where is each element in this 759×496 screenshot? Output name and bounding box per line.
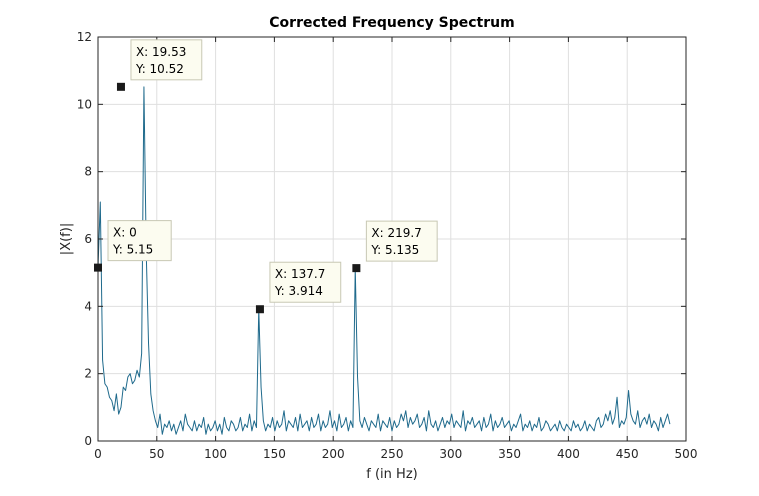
x-tick-label: 400	[557, 447, 580, 461]
datatip-x-label: X: 137.7	[275, 267, 325, 281]
y-tick-label: 2	[84, 367, 92, 381]
datatip-x-label: X: 219.7	[371, 226, 421, 240]
datatip-y-label: Y: 5.135	[370, 243, 419, 257]
x-tick-label: 0	[94, 447, 102, 461]
x-tick-label: 150	[263, 447, 286, 461]
datatip-marker[interactable]	[94, 263, 102, 272]
datatip[interactable]: X: 137.7 Y: 3.914	[255, 261, 342, 314]
datatip-marker[interactable]	[255, 305, 264, 314]
datatip-x-label: X: 19.53	[136, 45, 186, 59]
datatip-marker[interactable]	[352, 264, 361, 273]
datatip-box	[107, 220, 172, 262]
x-tick-label: 200	[322, 447, 345, 461]
spectrum-line	[97, 86, 671, 435]
x-tick-label: 450	[616, 447, 639, 461]
y-tick-label: 10	[77, 97, 92, 111]
x-tick-label: 50	[149, 447, 164, 461]
chart-title: Corrected Frequency Spectrum	[269, 15, 514, 31]
datatip[interactable]: X: 19.53 Y: 10.52	[116, 39, 203, 91]
datatip-box	[269, 261, 342, 303]
datatip-box	[130, 39, 203, 81]
datatip-y-label: Y: 5.15	[112, 243, 153, 257]
datatip[interactable]: X: 219.7 Y: 5.135	[352, 220, 438, 273]
y-tick-label: 6	[84, 232, 92, 246]
y-axis-label: |X(f)|	[59, 223, 74, 255]
y-tick-label: 0	[84, 434, 92, 448]
series-layer	[97, 86, 671, 435]
x-tick-label: 350	[498, 447, 521, 461]
x-tick-label: 300	[439, 447, 462, 461]
datatip-marker[interactable]	[116, 82, 125, 91]
datatip-y-label: Y: 3.914	[274, 284, 323, 298]
datatip-box	[365, 220, 438, 262]
x-axis-label: f (in Hz)	[366, 467, 417, 482]
datatip[interactable]: X: 0 Y: 5.15	[94, 220, 172, 272]
y-tick-label: 8	[84, 165, 92, 179]
x-tick-label: 100	[204, 447, 227, 461]
datatip-y-label: Y: 10.52	[135, 62, 184, 76]
x-tick-label: 250	[381, 447, 404, 461]
axis-ticks: 0 50 100 150 200 250 300 350 400 450 500 0 2 4 6 8 10 12	[77, 30, 698, 461]
datatip-x-label: X: 0	[113, 226, 137, 240]
y-tick-label: 12	[77, 30, 92, 44]
x-tick-label: 500	[675, 447, 698, 461]
y-tick-label: 4	[84, 299, 92, 313]
datatips: X: 19.53 Y: 10.52 X: 0 Y: 5.15 X: 137.7 Y: 3.…	[94, 39, 438, 314]
